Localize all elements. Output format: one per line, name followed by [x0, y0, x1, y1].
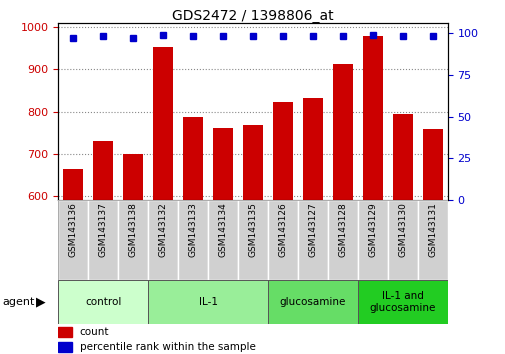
- Bar: [208, 200, 237, 280]
- Bar: [58, 280, 148, 324]
- Text: percentile rank within the sample: percentile rank within the sample: [79, 342, 255, 352]
- Bar: [422, 129, 442, 200]
- Text: GSM143126: GSM143126: [278, 202, 287, 257]
- Text: count: count: [79, 327, 109, 337]
- Text: GDS2472 / 1398806_at: GDS2472 / 1398806_at: [172, 9, 333, 23]
- Text: IL-1 and
glucosamine: IL-1 and glucosamine: [369, 291, 435, 313]
- Text: control: control: [85, 297, 121, 307]
- Bar: [58, 200, 88, 280]
- Text: glucosamine: glucosamine: [279, 297, 345, 307]
- Bar: [268, 280, 357, 324]
- Bar: [153, 47, 173, 200]
- Text: agent: agent: [3, 297, 35, 307]
- Bar: [118, 200, 148, 280]
- Text: GSM143137: GSM143137: [98, 202, 108, 257]
- Bar: [363, 36, 382, 200]
- Text: GSM143134: GSM143134: [218, 202, 227, 257]
- Bar: [123, 154, 142, 200]
- Bar: [178, 200, 208, 280]
- Bar: [357, 280, 447, 324]
- Bar: [357, 200, 387, 280]
- Text: GSM143131: GSM143131: [427, 202, 436, 257]
- Text: ▶: ▶: [36, 295, 46, 308]
- Bar: [392, 114, 412, 200]
- Text: GSM143127: GSM143127: [308, 202, 317, 257]
- Bar: [63, 169, 83, 200]
- Text: GSM143130: GSM143130: [397, 202, 407, 257]
- Bar: [417, 200, 447, 280]
- Bar: [387, 200, 417, 280]
- Text: GSM143138: GSM143138: [128, 202, 137, 257]
- Bar: [268, 200, 297, 280]
- Bar: [302, 98, 322, 200]
- Bar: [183, 116, 203, 200]
- Bar: [213, 127, 232, 200]
- Bar: [58, 342, 72, 353]
- Bar: [297, 200, 327, 280]
- Bar: [273, 102, 292, 200]
- Bar: [148, 280, 268, 324]
- Bar: [58, 327, 72, 337]
- Text: GSM143135: GSM143135: [248, 202, 257, 257]
- Text: GSM143136: GSM143136: [69, 202, 78, 257]
- Text: GSM143129: GSM143129: [368, 202, 377, 257]
- Bar: [93, 141, 113, 200]
- Bar: [148, 200, 178, 280]
- Text: IL-1: IL-1: [198, 297, 217, 307]
- Text: GSM143133: GSM143133: [188, 202, 197, 257]
- Text: GSM143132: GSM143132: [158, 202, 167, 257]
- Bar: [237, 200, 268, 280]
- Bar: [327, 200, 357, 280]
- Bar: [88, 200, 118, 280]
- Text: GSM143128: GSM143128: [338, 202, 347, 257]
- Bar: [243, 125, 262, 200]
- Bar: [332, 64, 352, 200]
